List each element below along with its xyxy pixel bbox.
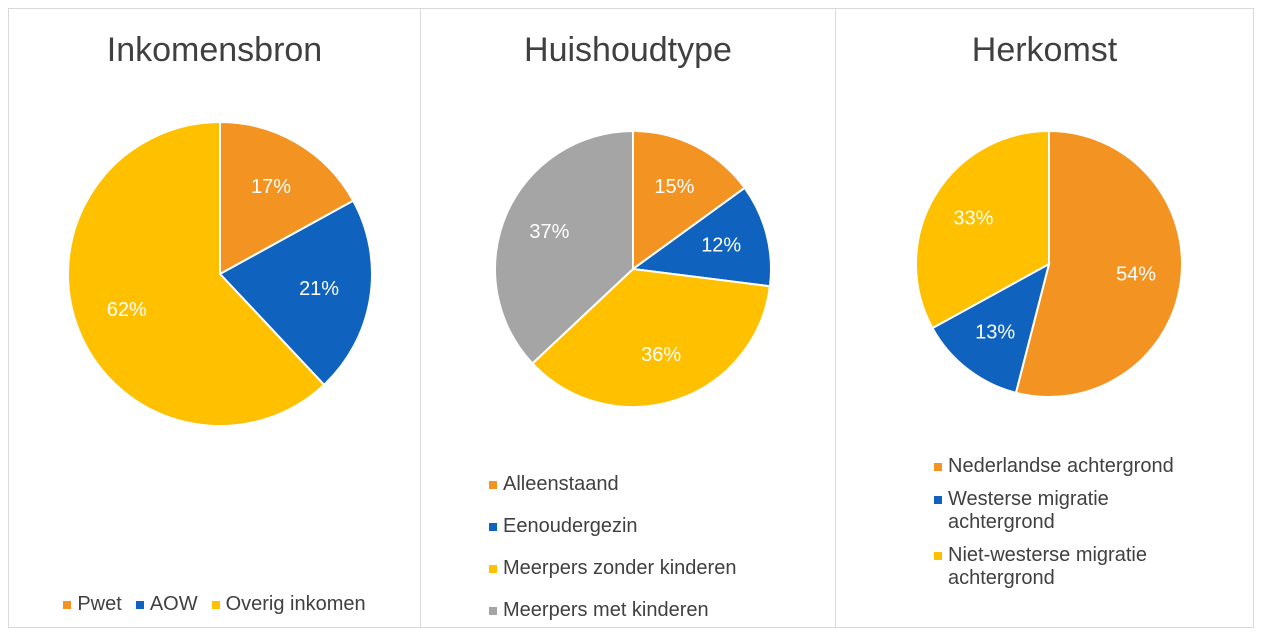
legend-item: Westerse migratie achtergrond [934, 488, 1184, 534]
legend-swatch [211, 601, 220, 609]
legend: Nederlandse achtergrond Westerse migratie… [934, 455, 1184, 590]
legend-swatch [489, 565, 497, 573]
legend-label: Pwet [77, 593, 122, 615]
chart-title: Inkomensbron [106, 31, 323, 69]
legend-label: Alleenstaand [503, 473, 619, 495]
legend-label: Nederlandse achtergrond [948, 455, 1174, 477]
legend-swatch [489, 481, 497, 489]
legend: Alleenstaand Eenoudergezin Meerpers zonder… [489, 473, 736, 622]
pie-slice [219, 120, 355, 276]
pie-chart: 54% 13% 33% [915, 129, 1183, 398]
pie-slice [494, 129, 634, 365]
chart-panel: 17% 21% 62% Inkomensbron Pwet AOW Overig inkom… [8, 8, 421, 628]
chart-panel: 15% 12% 36% 37% Huishoudtype Alleenstaand Eeno… [420, 8, 836, 628]
legend-swatch [489, 523, 497, 531]
chart-title: Huishoudtype [524, 31, 732, 69]
data-label: 36% [641, 344, 681, 366]
legend-item: Meerpers met kinderen [489, 599, 736, 622]
legend: Pwet AOW Overig inkomen [9, 593, 420, 616]
legend-item: Eenoudergezin [489, 515, 736, 538]
legend-item: AOW [135, 593, 198, 616]
pie-slice [67, 120, 326, 427]
legend-item: Meerpers zonder kinderen [489, 557, 736, 580]
pie-slice [218, 199, 373, 387]
legend-swatch [135, 601, 144, 609]
legend-item: Overig inkomen [211, 593, 366, 616]
data-label: 13% [975, 322, 1015, 344]
pie-slice [1014, 129, 1183, 398]
legend-item: Niet-westerse migratie achtergrond [934, 544, 1184, 590]
pie-slice [915, 129, 1050, 330]
pie-chart: 17% 21% 62% [67, 120, 373, 427]
data-label: 54% [1116, 263, 1156, 285]
legend-swatch [934, 552, 942, 560]
legend-swatch [934, 463, 942, 471]
legend-item: Pwet [63, 593, 122, 616]
legend-label: Meerpers zonder kinderen [503, 557, 737, 579]
data-label: 15% [654, 176, 694, 198]
data-label: 12% [701, 235, 741, 257]
legend-label: Meerpers met kinderen [503, 599, 709, 621]
data-label: 17% [251, 176, 291, 198]
legend-item: Nederlandse achtergrond [934, 455, 1184, 478]
data-label: 21% [299, 278, 339, 300]
data-label: 33% [953, 208, 993, 230]
chart-panel: 54% 13% 33% Herkomst Nederlandse achtergrond… [835, 8, 1254, 628]
legend-label: Overig inkomen [225, 593, 366, 615]
legend-swatch [63, 601, 72, 609]
pie-slice [630, 186, 772, 288]
chart-title: Herkomst [971, 31, 1118, 69]
pie-slice [931, 262, 1051, 395]
pie-slice [530, 267, 772, 408]
pie-slice [632, 129, 747, 271]
legend-label: Niet-westerse migratie achtergrond [948, 544, 1147, 589]
legend-swatch [489, 607, 497, 615]
legend-swatch [934, 496, 942, 504]
legend-label: Westerse migratie achtergrond [948, 488, 1109, 533]
data-label: 37% [529, 221, 569, 243]
pie-chart: 15% 12% 36% 37% [494, 129, 772, 408]
legend-item: Alleenstaand [489, 473, 736, 496]
data-label: 62% [107, 299, 147, 321]
legend-label: Eenoudergezin [503, 515, 638, 537]
legend-label: AOW [149, 593, 198, 615]
